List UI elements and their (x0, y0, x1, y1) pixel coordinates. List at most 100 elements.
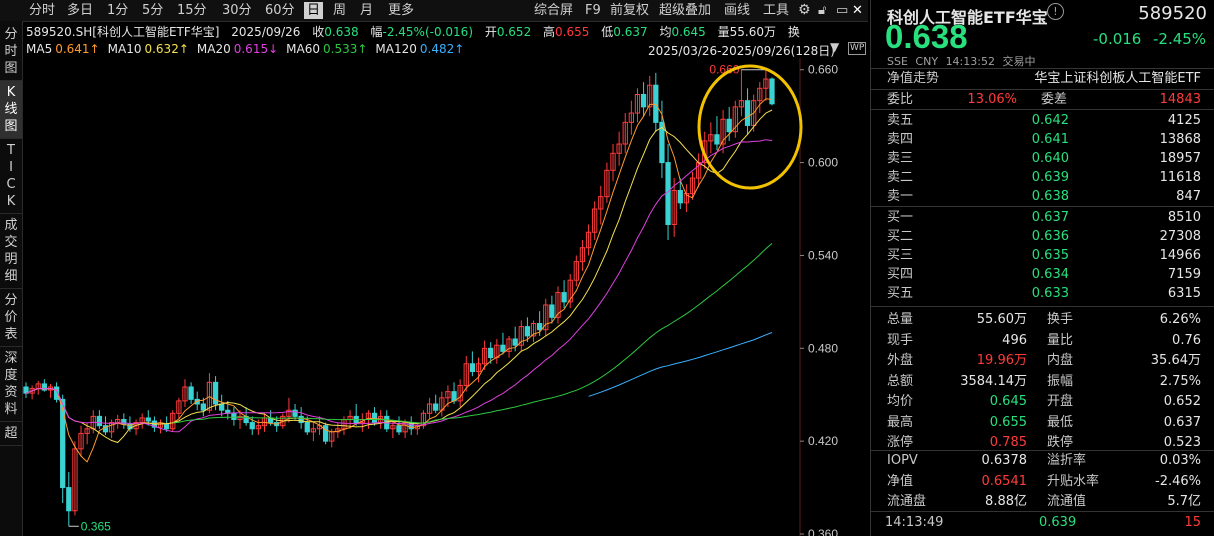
candle-body (634, 93, 641, 114)
composite-screen-button[interactable]: 综合屏 (534, 3, 574, 18)
period-tab-6[interactable]: 60分 (265, 3, 295, 18)
exchange: SSE (887, 55, 908, 68)
candle-body (647, 84, 653, 108)
f9-button[interactable]: F9 (585, 3, 601, 18)
candle-body (524, 326, 531, 337)
side-tab-char: 时 (4, 44, 18, 59)
side-tab-char: 细 (4, 269, 18, 284)
side-tab-4[interactable]: 分价表 (0, 289, 22, 347)
open-value: 0.652 (496, 25, 532, 39)
ma-value-2: 0.615↓ (233, 42, 279, 56)
period-tab-5[interactable]: 30分 (222, 3, 252, 18)
asks-price: 0.639 (1031, 170, 1069, 185)
stat-value: -2.46% (1155, 473, 1201, 489)
ma-label-2: MA20 (196, 42, 231, 56)
candle-body (665, 162, 671, 225)
market-meta: SSE CNY 14:13:52 交易中 (887, 53, 1035, 69)
period-tab-8[interactable]: 周 (333, 3, 347, 18)
candle-body (108, 422, 115, 433)
stats2-row: 净值 0.6541 升贴水率 -2.46% (871, 472, 1214, 491)
side-tab-char: K (6, 194, 16, 209)
period-tab-4[interactable]: 15分 (177, 3, 207, 18)
candle-body (60, 398, 66, 489)
stat-label: 最高 (887, 414, 914, 430)
candle-body (310, 428, 317, 433)
asks-row[interactable]: 卖三 0.640 18957 (871, 149, 1214, 168)
period-tab-10[interactable]: 更多 (388, 3, 415, 18)
stat-value: 6.26% (1159, 312, 1201, 327)
avg-value: 0.645 (671, 25, 706, 39)
bids-volume: 14966 (1159, 248, 1201, 263)
weibi-row: 委比 13.06% 委差 14843 (871, 90, 1214, 109)
period-tab-9[interactable]: 月 (360, 3, 374, 18)
nav-trend-label[interactable]: 净值走势 (887, 71, 940, 86)
candle-body (708, 134, 714, 142)
ma-line-20 (25, 139, 773, 433)
candle-body (133, 422, 139, 430)
candle-body (677, 189, 683, 204)
candle-body (744, 100, 751, 126)
period-tab-2[interactable]: 1分 (107, 3, 129, 18)
super-overlay-button[interactable]: 超级叠加 (659, 3, 712, 18)
quote-info-row: 589520.SH[科创人工智能ETF华宝] 2025/09/26 收0.638… (26, 23, 800, 40)
y-tick-label: 0.360 (808, 527, 838, 536)
stats-row: 外盘 19.96万 内盘 35.64万 (871, 351, 1214, 370)
bids-label: 买三 (887, 248, 914, 263)
candle-body (371, 412, 378, 424)
settings-gear-icon[interactable]: ⚙ (798, 2, 811, 18)
period-tab-3[interactable]: 5分 (142, 3, 164, 18)
ma-value-0: 0.641↑ (55, 42, 100, 56)
candle-body (628, 112, 635, 123)
asks-row[interactable]: 卖二 0.639 11618 (871, 168, 1214, 187)
close-icon[interactable]: ✕ (852, 3, 863, 18)
asks-row[interactable]: 卖五 0.642 4125 (871, 111, 1214, 130)
asks-volume: 18957 (1159, 151, 1201, 166)
side-tab-6[interactable]: 超 (0, 422, 22, 446)
side-tab-char: 深 (4, 351, 18, 366)
wp-icon[interactable]: WP (848, 42, 867, 55)
side-tab-char: 价 (4, 310, 18, 325)
tracked-index: 华宝上证科创板人工智能ETF (1034, 71, 1201, 86)
bids-row[interactable]: 买三 0.635 14966 (871, 246, 1214, 265)
bids-row[interactable]: 买五 0.633 6315 (871, 284, 1214, 303)
window-icon[interactable]: ▭ (836, 3, 849, 18)
bids-volume: 7159 (1167, 267, 1201, 282)
asks-label: 卖三 (887, 151, 914, 166)
bids-row[interactable]: 买四 0.634 7159 (871, 265, 1214, 284)
tools-button[interactable]: 工具 (763, 3, 790, 18)
bar-date: 2025/09/26 (231, 25, 301, 39)
stat-value: 3584.14万 (960, 373, 1027, 389)
candle-body (506, 338, 512, 352)
collapse-arrow-icon[interactable]: ▼ (830, 40, 840, 54)
period-toolbar: 分时 多日 1分 5分 15分 30分 60分日周月更多 综合屏 F9 前复权 超级叠加 画… (0, 0, 868, 22)
period-tab-1[interactable]: 多日 (67, 3, 94, 18)
period-tab-0[interactable]: 分时 (29, 3, 56, 18)
nav-row[interactable]: 净值走势 华宝上证科创板人工智能ETF (871, 69, 1214, 88)
highlight-ellipse (697, 64, 803, 190)
bids-row[interactable]: 买一 0.637 8510 (871, 208, 1214, 227)
period-tab-7[interactable]: 日 (304, 2, 324, 19)
stat-label: 升贴水率 (1047, 473, 1100, 489)
stat-value: 0.652 (1163, 394, 1201, 409)
forward-adjust-button[interactable]: 前复权 (610, 3, 650, 18)
candle-body (659, 121, 665, 164)
bids-row[interactable]: 买二 0.636 27308 (871, 227, 1214, 246)
bids-label: 买二 (887, 229, 914, 244)
stat-value: 0.76 (1172, 332, 1201, 348)
draw-line-button[interactable]: 画线 (724, 3, 751, 18)
asks-row[interactable]: 卖一 0.638 847 (871, 187, 1214, 206)
candle-body (469, 363, 476, 373)
candle-body (769, 78, 775, 105)
lock-icon[interactable]: 🔓︎ (818, 3, 827, 18)
info-icon[interactable]: ! (1047, 3, 1064, 20)
kline-chart[interactable]: 0.660 0.600 0.540 0.480 0.420 0.360 0.660 0.36… (22, 58, 868, 536)
side-tab-0[interactable]: 分时图 (0, 23, 22, 81)
side-tab-5[interactable]: 深度资料 (0, 347, 22, 422)
side-tab-3[interactable]: 成交明细 (0, 214, 22, 289)
candle-body (500, 344, 506, 352)
asks-row[interactable]: 卖四 0.641 13868 (871, 130, 1214, 149)
price-change: -0.016 (1093, 30, 1142, 48)
low-label: 低 (601, 25, 614, 39)
